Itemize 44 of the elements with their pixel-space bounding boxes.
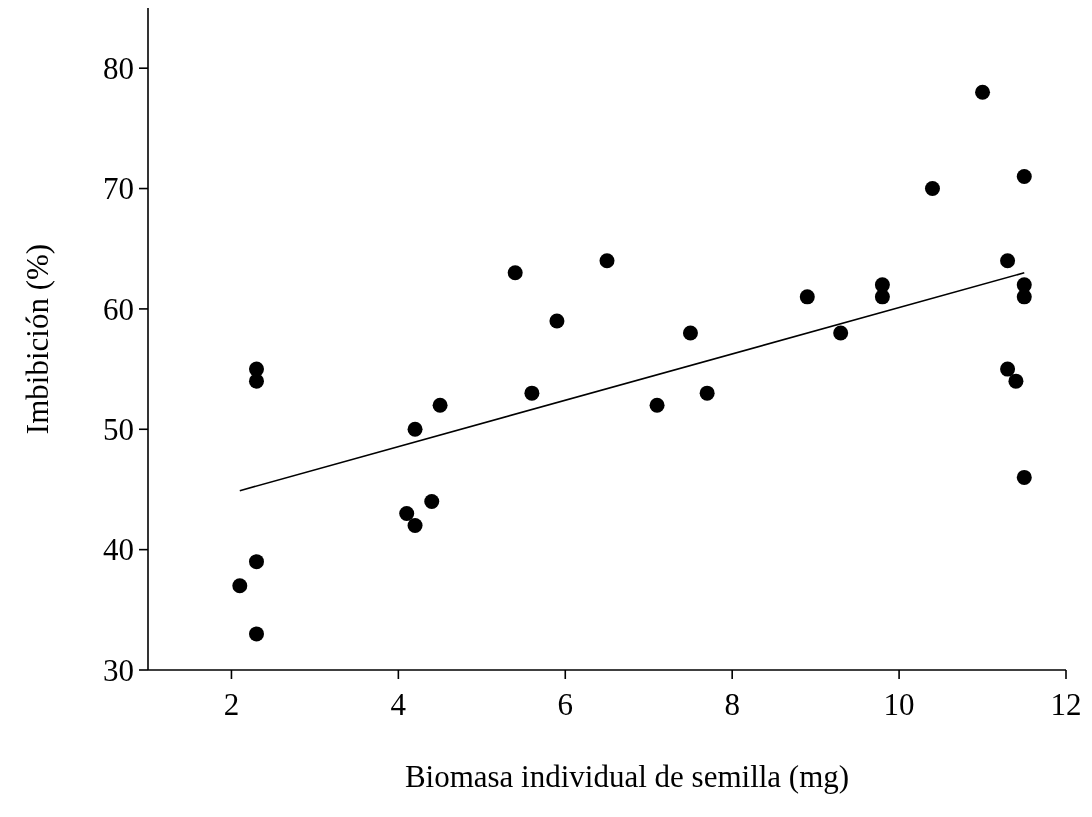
point xyxy=(1016,277,1032,293)
point xyxy=(248,373,264,389)
y-tick-label: 60 xyxy=(103,291,134,327)
y-tick-label: 80 xyxy=(103,51,134,87)
point xyxy=(248,626,264,642)
point xyxy=(599,253,615,269)
y-tick-label: 40 xyxy=(103,532,134,568)
point xyxy=(549,313,565,329)
x-tick-label: 12 xyxy=(1050,687,1082,722)
point xyxy=(1000,253,1016,269)
point xyxy=(507,265,523,281)
x-tick-label: 8 xyxy=(724,687,740,722)
x-tick-label: 4 xyxy=(390,687,407,722)
y-tick-label: 30 xyxy=(103,652,134,688)
x-tick-label: 10 xyxy=(883,687,915,722)
x-axis-title: Biomasa individual de semilla (mg) xyxy=(404,759,850,794)
point xyxy=(248,554,264,570)
point xyxy=(874,289,890,305)
point xyxy=(1016,289,1032,305)
point xyxy=(407,518,423,534)
point xyxy=(407,421,423,437)
point xyxy=(699,385,715,401)
point xyxy=(1000,361,1016,377)
point xyxy=(524,385,540,401)
point xyxy=(874,277,890,293)
point xyxy=(232,578,248,594)
y-tick-label: 70 xyxy=(103,171,134,207)
point xyxy=(424,493,440,509)
point xyxy=(1016,469,1032,485)
point xyxy=(432,397,448,413)
y-axis-title: Imbibición (%) xyxy=(20,243,55,435)
point xyxy=(799,289,815,305)
point xyxy=(1016,169,1032,185)
y-tick-label: 50 xyxy=(103,412,134,448)
x-tick-label: 6 xyxy=(557,687,574,722)
x-tick-label: 2 xyxy=(223,687,240,722)
point xyxy=(399,506,415,522)
point xyxy=(833,325,849,341)
point xyxy=(975,84,991,100)
point xyxy=(682,325,698,341)
point xyxy=(924,181,940,197)
point xyxy=(248,361,264,377)
point xyxy=(649,397,665,413)
point xyxy=(1008,373,1024,389)
